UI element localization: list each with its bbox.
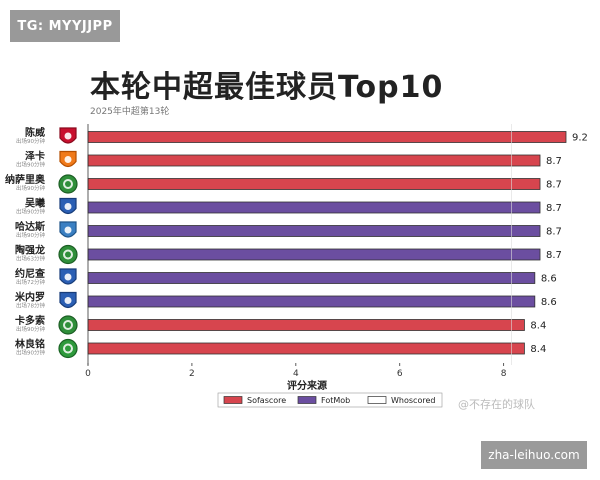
- club-badge-icon: [59, 268, 77, 285]
- score-label: 9.2: [572, 133, 588, 144]
- score-bar: [87, 248, 541, 261]
- club-badge-icon: [59, 127, 77, 144]
- player-minutes: 出场63分钟: [16, 255, 45, 263]
- x-axis-label: 评分来源: [287, 379, 327, 392]
- score-label: 8.7: [546, 156, 562, 167]
- club-badge-icon: [58, 244, 78, 265]
- x-tick-label: 6: [397, 369, 403, 379]
- player-minutes: 出场90分钟: [16, 161, 45, 169]
- chart-title: 本轮中超最佳球员Top10: [90, 70, 444, 105]
- x-tick-label: 4: [293, 369, 299, 379]
- score-bar: [87, 201, 541, 214]
- score-bar: [87, 225, 541, 237]
- x-tick-label: 0: [85, 369, 91, 379]
- player-name: 卡多索: [15, 314, 45, 327]
- player-minutes: 出场90分钟: [16, 137, 45, 145]
- legend-swatch: [223, 396, 243, 404]
- score-label: 8.7: [546, 227, 562, 238]
- player-name: 米内罗: [15, 291, 45, 304]
- player-minutes: 出场72分钟: [16, 278, 45, 286]
- score-bar: [87, 131, 567, 143]
- score-bar: [87, 342, 525, 355]
- legend: Sofascore FotMob Whoscored: [217, 392, 443, 408]
- score-label: 8.6: [541, 274, 557, 285]
- score-bar: [87, 319, 525, 331]
- club-badge-icon: [59, 150, 77, 168]
- player-name: 泽卡: [25, 150, 45, 163]
- score-bar: [87, 178, 541, 190]
- player-name: 吴曦: [25, 197, 45, 210]
- club-badge-icon: [59, 197, 77, 215]
- club-badge-icon: [58, 315, 78, 335]
- score-label: 8.4: [530, 344, 546, 355]
- site-badge: zha-leihuo.com: [481, 441, 587, 469]
- chart-subtitle: 2025年中超第13轮: [90, 107, 170, 117]
- legend-swatch: [367, 396, 387, 404]
- legend-swatch: [297, 396, 317, 404]
- player-name: 哈达斯: [15, 220, 45, 233]
- player-minutes: 出场90分钟: [16, 184, 45, 192]
- player-minutes: 出场90分钟: [16, 231, 45, 239]
- player-name: 约尼查: [15, 267, 46, 280]
- weibo-watermark: @不存在的球队: [458, 398, 535, 411]
- score-bar: [87, 295, 536, 308]
- score-label: 8.6: [541, 297, 557, 308]
- player-minutes: 出场90分钟: [16, 349, 45, 357]
- score-bar: [87, 154, 541, 167]
- score-bar: [87, 272, 536, 284]
- legend-label: Whoscored: [391, 396, 435, 405]
- club-badge-icon: [58, 174, 78, 194]
- x-tick-label: 2: [189, 369, 195, 379]
- x-tick-label: 8: [501, 369, 507, 379]
- club-badge-icon: [59, 221, 77, 238]
- player-minutes: 出场90分钟: [16, 325, 45, 333]
- score-label: 8.4: [530, 321, 546, 332]
- score-label: 8.7: [546, 180, 562, 191]
- x-axis: 0 2 4 6 8 评分来源: [85, 124, 512, 392]
- club-badge-icon: [59, 291, 77, 309]
- player-minutes: 出场90分钟: [16, 208, 45, 216]
- score-label: 8.7: [546, 203, 562, 214]
- player-minutes: 出场78分钟: [16, 302, 45, 310]
- player-name: 陈威: [25, 126, 45, 139]
- club-badge-icon: [58, 338, 78, 359]
- score-label: 8.7: [546, 250, 562, 261]
- legend-label: FotMob: [321, 396, 350, 405]
- player-name: 林良铭: [15, 338, 45, 351]
- player-name: 陶强龙: [15, 244, 45, 257]
- tg-badge: TG: MYYJJPP: [10, 10, 120, 42]
- player-name: 纳萨里奥: [5, 173, 46, 186]
- legend-label: Sofascore: [247, 396, 286, 405]
